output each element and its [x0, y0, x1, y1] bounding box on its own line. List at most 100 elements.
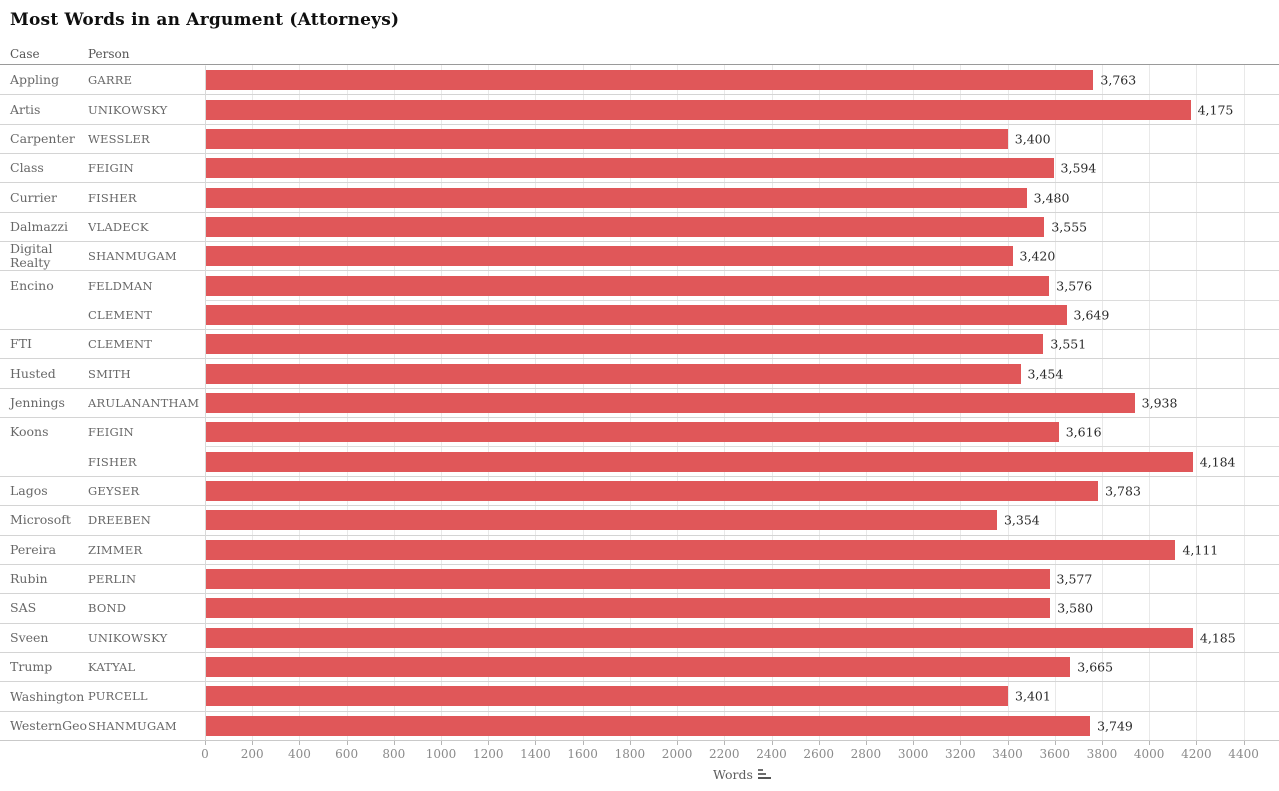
bar[interactable] [206, 598, 1051, 619]
bar[interactable] [206, 334, 1044, 355]
person-label[interactable]: DREEBEN [88, 505, 205, 534]
case-label[interactable]: Washington [0, 681, 88, 710]
person-label[interactable]: KATYAL [88, 651, 205, 681]
row-plot-area: 3,551 [205, 329, 1279, 359]
bar[interactable] [206, 187, 1027, 208]
bar[interactable] [206, 627, 1193, 648]
person-label[interactable]: CLEMENT [88, 329, 205, 358]
bar[interactable] [206, 363, 1021, 384]
person-label[interactable]: PURCELL [88, 681, 205, 710]
row-plot-area: 4,111 [205, 534, 1279, 564]
case-label[interactable]: Carpenter [0, 123, 88, 153]
case-label[interactable]: FTI [0, 329, 88, 358]
case-label[interactable]: Pereira [0, 534, 88, 564]
case-label[interactable]: Dalmazzi [0, 211, 88, 241]
bar[interactable] [206, 128, 1008, 149]
bar[interactable] [206, 246, 1013, 267]
person-label[interactable]: FELDMAN [88, 270, 205, 299]
column-header-person[interactable]: Person [88, 47, 130, 61]
case-label[interactable] [0, 300, 88, 329]
bar[interactable] [206, 569, 1050, 590]
case-label[interactable]: Encino [0, 270, 88, 299]
axis-tick-label: 3000 [897, 747, 929, 761]
bar[interactable] [206, 304, 1067, 325]
person-label[interactable]: PERLIN [88, 563, 205, 593]
column-header-case[interactable]: Case [10, 47, 40, 61]
person-label[interactable]: UNIKOWSKY [88, 622, 205, 652]
bar-value-label: 3,480 [1033, 190, 1070, 206]
case-label[interactable]: Rubin [0, 563, 88, 593]
table-row: Dalmazzi VLADECK 3,555 [0, 211, 1279, 242]
case-label[interactable]: Artis [0, 94, 88, 123]
row-plot-area: 3,555 [205, 211, 1279, 242]
table-row: WesternGeo SHANMUGAM 3,749 [0, 710, 1279, 740]
bar[interactable] [206, 422, 1059, 443]
row-plot-area: 3,938 [205, 387, 1279, 418]
bar[interactable] [206, 216, 1045, 237]
bar[interactable] [206, 657, 1071, 678]
axis-tick-label: 1000 [425, 747, 457, 761]
person-label[interactable]: SHANMUGAM [88, 710, 205, 740]
axis-tick-label: 3600 [1039, 747, 1071, 761]
bar[interactable] [206, 686, 1009, 707]
sort-descending-icon[interactable] [757, 769, 771, 780]
gridline [1243, 65, 1245, 740]
chart-plot-region: Appling GARRE 3,763 Artis UNIKOWSKY 4,17… [0, 64, 1279, 741]
person-label[interactable]: FISHER [88, 454, 137, 469]
bar-value-label: 4,184 [1199, 454, 1236, 470]
bar-value-label: 3,420 [1019, 248, 1056, 264]
case-label[interactable]: Class [0, 153, 88, 182]
bar[interactable] [206, 451, 1193, 472]
bar[interactable] [206, 510, 997, 531]
person-label[interactable]: FISHER [88, 182, 205, 211]
person-label[interactable]: FEIGIN [88, 417, 205, 446]
person-label[interactable]: WESSLER [88, 123, 205, 153]
case-label[interactable]: Koons [0, 417, 88, 446]
person-label[interactable]: SHANMUGAM [88, 241, 205, 270]
row-plot-area: 3,577 [205, 563, 1279, 594]
gridline [1196, 65, 1198, 740]
bar[interactable] [206, 715, 1091, 736]
case-label[interactable]: Microsoft [0, 505, 88, 534]
person-label[interactable]: ARULANANTHAM [88, 387, 205, 417]
case-label[interactable]: Jennings [0, 387, 88, 417]
row-plot-area: 3,454 [205, 358, 1279, 388]
person-label[interactable]: GARRE [88, 73, 133, 88]
person-label[interactable]: FEIGIN [88, 153, 205, 182]
person-label[interactable]: GEYSER [88, 475, 205, 505]
case-label[interactable]: Sveen [0, 622, 88, 652]
case-label[interactable]: Husted [0, 358, 88, 387]
axis-tick-mark [441, 741, 443, 745]
bar[interactable] [206, 539, 1176, 560]
case-label[interactable]: Trump [0, 651, 88, 681]
bar[interactable] [206, 158, 1054, 179]
person-label[interactable]: VLADECK [88, 211, 205, 241]
axis-tick-mark [393, 741, 395, 745]
case-label[interactable]: Lagos [0, 475, 88, 505]
person-label[interactable]: CLEMENT [88, 307, 153, 322]
person-label[interactable]: BOND [88, 593, 205, 622]
person-label[interactable]: UNIKOWSKY [88, 94, 205, 123]
row-plot-area: 3,783 [205, 475, 1279, 506]
axis-tick-mark [865, 741, 867, 745]
case-label[interactable]: Digital Realty [0, 241, 88, 270]
bar[interactable] [206, 275, 1050, 296]
bar[interactable] [206, 70, 1094, 91]
case-label[interactable]: Appling [10, 72, 60, 88]
bar-value-label: 3,616 [1065, 424, 1102, 440]
bar[interactable] [206, 392, 1135, 413]
person-label[interactable]: SMITH [88, 358, 205, 387]
case-label[interactable]: WesternGeo [0, 710, 88, 740]
person-label[interactable]: ZIMMER [88, 534, 205, 564]
row-plot-area: 3,616 [205, 417, 1279, 447]
case-label[interactable]: SAS [0, 593, 88, 622]
row-plot-area: 3,420 [205, 241, 1279, 271]
case-label[interactable] [0, 446, 88, 475]
axis-tick-mark [629, 741, 631, 745]
bar[interactable] [206, 480, 1099, 501]
bar[interactable] [206, 99, 1191, 120]
case-label[interactable]: Currier [0, 182, 88, 211]
axis-tick-mark [299, 741, 301, 745]
bar-value-label: 3,400 [1014, 131, 1051, 147]
